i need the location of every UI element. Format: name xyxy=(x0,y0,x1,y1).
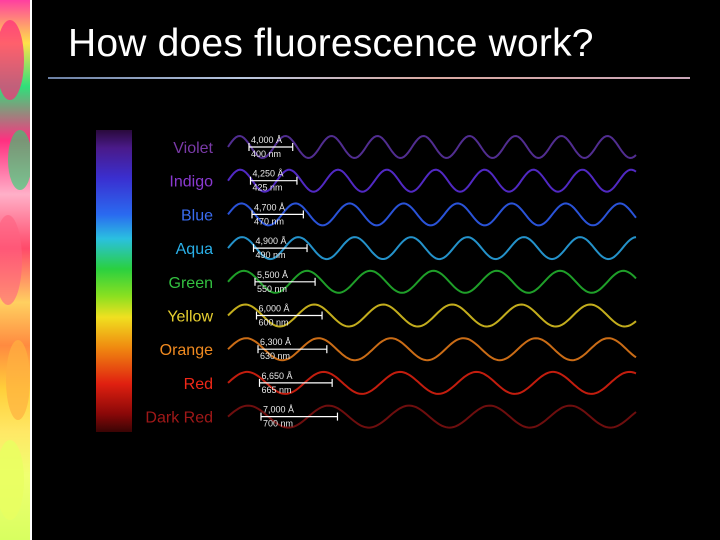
light-wave-violet xyxy=(227,134,637,160)
wavelength-angstrom-label: 4,700 Å xyxy=(254,202,285,212)
light-wave-orange xyxy=(227,337,637,362)
wavelength-angstrom-label: 6,000 Å xyxy=(259,304,290,314)
wavelength-angstrom-label: 4,000 Å xyxy=(251,135,282,145)
light-wave-dark-red xyxy=(227,404,637,429)
wavelength-nm-label: 550 nm xyxy=(257,284,287,294)
light-wave-green xyxy=(227,269,637,294)
wavelength-angstrom-label: 4,900 Å xyxy=(256,236,287,246)
wavelength-angstrom-label: 6,300 Å xyxy=(260,337,291,347)
wavelength-angstrom-label: 7,000 Å xyxy=(263,405,294,415)
spectrum-color-name: Blue xyxy=(181,207,213,224)
title-divider xyxy=(48,77,690,79)
wavelength-nm-label: 470 nm xyxy=(254,216,284,226)
light-wave-yellow xyxy=(227,303,637,328)
spectrum-color-name: Green xyxy=(169,275,213,292)
wavelength-angstrom-label: 5,500 Å xyxy=(257,270,288,280)
light-wave-blue xyxy=(227,202,637,227)
spectrum-color-name: Violet xyxy=(173,140,213,157)
wavelength-nm-label: 630 nm xyxy=(260,351,290,361)
spectrum-color-name: Indigo xyxy=(169,174,213,191)
spectrum-color-name: Aqua xyxy=(176,241,213,258)
wavelength-angstrom-label: 6,650 Å xyxy=(262,371,293,381)
wavelength-angstrom-label: 4,250 Å xyxy=(253,169,284,179)
light-wave-aqua xyxy=(227,236,637,261)
spectrum-color-name: Dark Red xyxy=(145,410,213,427)
slide-title: How does fluorescence work? xyxy=(68,22,594,65)
spectrum-color-bar xyxy=(96,130,132,432)
spectrum-color-name: Orange xyxy=(160,342,213,359)
light-wave-indigo xyxy=(227,168,637,193)
wavelength-nm-label: 425 nm xyxy=(253,183,283,193)
wavelength-nm-label: 665 nm xyxy=(262,385,292,395)
wavelength-nm-label: 490 nm xyxy=(256,250,286,260)
light-wave-red xyxy=(227,370,637,395)
wavelength-nm-label: 400 nm xyxy=(251,149,281,159)
fluorescent-vials-photo xyxy=(0,0,32,540)
fluorescent-vials-image xyxy=(0,0,32,540)
wavelength-nm-label: 600 nm xyxy=(259,318,289,328)
wavelength-nm-label: 700 nm xyxy=(263,419,293,429)
spectrum-color-name: Red xyxy=(184,376,213,393)
spectrum-color-name: Yellow xyxy=(167,309,213,326)
